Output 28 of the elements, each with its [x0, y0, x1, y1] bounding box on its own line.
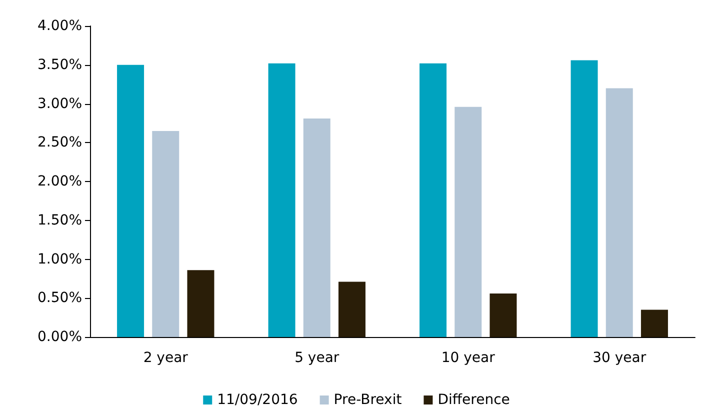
bar: [640, 310, 668, 337]
bar: [454, 106, 482, 337]
legend-label: 11/09/2016: [217, 392, 298, 408]
bar: [338, 282, 366, 337]
y-tick-label: 0.50%: [38, 290, 82, 306]
y-tick-label: 0.00%: [38, 329, 82, 345]
y-tick-label: 3.50%: [38, 56, 82, 73]
x-tick-label: 2 year: [143, 350, 188, 366]
bar: [187, 270, 214, 337]
bar: [606, 88, 633, 337]
y-tick-label: 4.00%: [38, 18, 82, 34]
x-tick-label: 10 year: [441, 350, 496, 366]
bar: [117, 64, 144, 337]
bar: [570, 60, 598, 337]
bar: [268, 63, 296, 337]
legend-label: Pre-Brexit: [334, 392, 402, 408]
bar: [490, 293, 517, 337]
x-tick-label: 5 year: [294, 350, 340, 366]
y-tick-label: 2.00%: [38, 174, 82, 190]
y-tick-label: 1.50%: [38, 212, 82, 228]
legend-label: Difference: [438, 392, 510, 408]
bar: [303, 118, 330, 337]
y-tick-label: 1.00%: [38, 251, 82, 268]
bar: [420, 63, 447, 337]
y-tick-label: 2.50%: [38, 134, 82, 151]
y-tick-label: 3.00%: [38, 96, 82, 112]
bar: [152, 130, 180, 337]
x-tick-label: 30 year: [592, 350, 646, 366]
